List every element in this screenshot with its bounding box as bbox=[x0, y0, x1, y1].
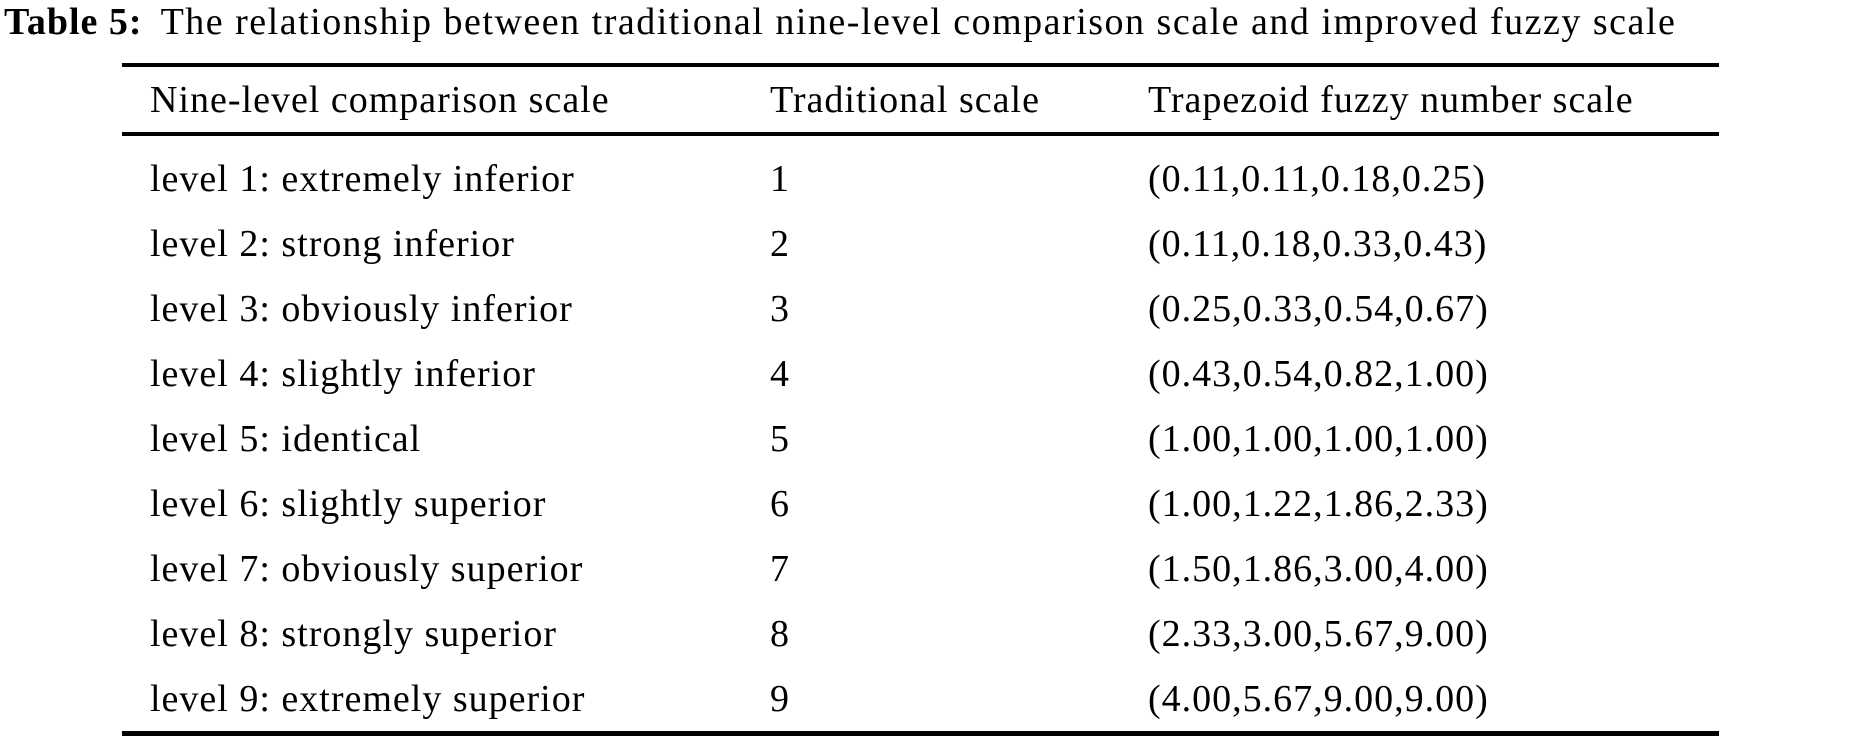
table-row: level 5: identical 5 (1.00,1.00,1.00,1.0… bbox=[122, 406, 1719, 471]
fuzzy-number-cell: (0.43,0.54,0.82,1.00) bbox=[1148, 352, 1489, 395]
fuzzy-number-cell: (1.50,1.86,3.00,4.00) bbox=[1148, 547, 1489, 590]
table-row: level 7: obviously superior 7 (1.50,1.86… bbox=[122, 536, 1719, 601]
table-row: level 3: obviously inferior 3 (0.25,0.33… bbox=[122, 276, 1719, 341]
table-row: level 4: slightly inferior 4 (0.43,0.54,… bbox=[122, 341, 1719, 406]
traditional-scale-cell: 6 bbox=[770, 482, 790, 525]
traditional-scale-cell: 1 bbox=[770, 157, 790, 200]
traditional-scale-cell: 3 bbox=[770, 287, 790, 330]
level-cell: level 9: extremely superior bbox=[150, 677, 586, 720]
table-body: level 1: extremely inferior 1 (0.11,0.11… bbox=[122, 136, 1719, 731]
table-row: level 9: extremely superior 9 (4.00,5.67… bbox=[122, 666, 1719, 731]
traditional-scale-cell: 4 bbox=[770, 352, 790, 395]
table-row: level 1: extremely inferior 1 (0.11,0.11… bbox=[122, 146, 1719, 211]
table-row: level 6: slightly superior 6 (1.00,1.22,… bbox=[122, 471, 1719, 536]
table-caption-text: The relationship between traditional nin… bbox=[160, 1, 1677, 43]
fuzzy-number-cell: (0.25,0.33,0.54,0.67) bbox=[1148, 287, 1489, 330]
level-cell: level 2: strong inferior bbox=[150, 222, 515, 265]
level-cell: level 5: identical bbox=[150, 417, 422, 460]
column-header-nine-level-scale: Nine-level comparison scale bbox=[150, 78, 610, 121]
traditional-scale-cell: 9 bbox=[770, 677, 790, 720]
table-row: level 8: strongly superior 8 (2.33,3.00,… bbox=[122, 601, 1719, 666]
fuzzy-number-cell: (4.00,5.67,9.00,9.00) bbox=[1148, 677, 1489, 720]
fuzzy-number-cell: (1.00,1.22,1.86,2.33) bbox=[1148, 482, 1489, 525]
fuzzy-number-cell: (2.33,3.00,5.67,9.00) bbox=[1148, 612, 1489, 655]
table-header-rule bbox=[122, 132, 1719, 136]
level-cell: level 8: strongly superior bbox=[150, 612, 557, 655]
traditional-scale-cell: 2 bbox=[770, 222, 790, 265]
table-caption: Table 5: The relationship between traditi… bbox=[4, 1, 1677, 44]
traditional-scale-cell: 5 bbox=[770, 417, 790, 460]
level-cell: level 1: extremely inferior bbox=[150, 157, 575, 200]
table-top-rule bbox=[122, 63, 1719, 67]
fuzzy-number-cell: (0.11,0.11,0.18,0.25) bbox=[1148, 157, 1486, 200]
table-row: level 2: strong inferior 2 (0.11,0.18,0.… bbox=[122, 211, 1719, 276]
comparison-scale-table: Nine-level comparison scale Traditional … bbox=[122, 63, 1719, 736]
column-header-traditional-scale: Traditional scale bbox=[770, 78, 1040, 121]
table-caption-label: Table 5: bbox=[4, 1, 143, 43]
table-header-row: Nine-level comparison scale Traditional … bbox=[122, 67, 1719, 132]
level-cell: level 7: obviously superior bbox=[150, 547, 584, 590]
level-cell: level 6: slightly superior bbox=[150, 482, 547, 525]
level-cell: level 3: obviously inferior bbox=[150, 287, 573, 330]
traditional-scale-cell: 7 bbox=[770, 547, 790, 590]
level-cell: level 4: slightly inferior bbox=[150, 352, 536, 395]
traditional-scale-cell: 8 bbox=[770, 612, 790, 655]
fuzzy-number-cell: (1.00,1.00,1.00,1.00) bbox=[1148, 417, 1489, 460]
table-bottom-rule bbox=[122, 731, 1719, 736]
fuzzy-number-cell: (0.11,0.18,0.33,0.43) bbox=[1148, 222, 1488, 265]
column-header-trapezoid-fuzzy-scale: Trapezoid fuzzy number scale bbox=[1148, 78, 1634, 121]
